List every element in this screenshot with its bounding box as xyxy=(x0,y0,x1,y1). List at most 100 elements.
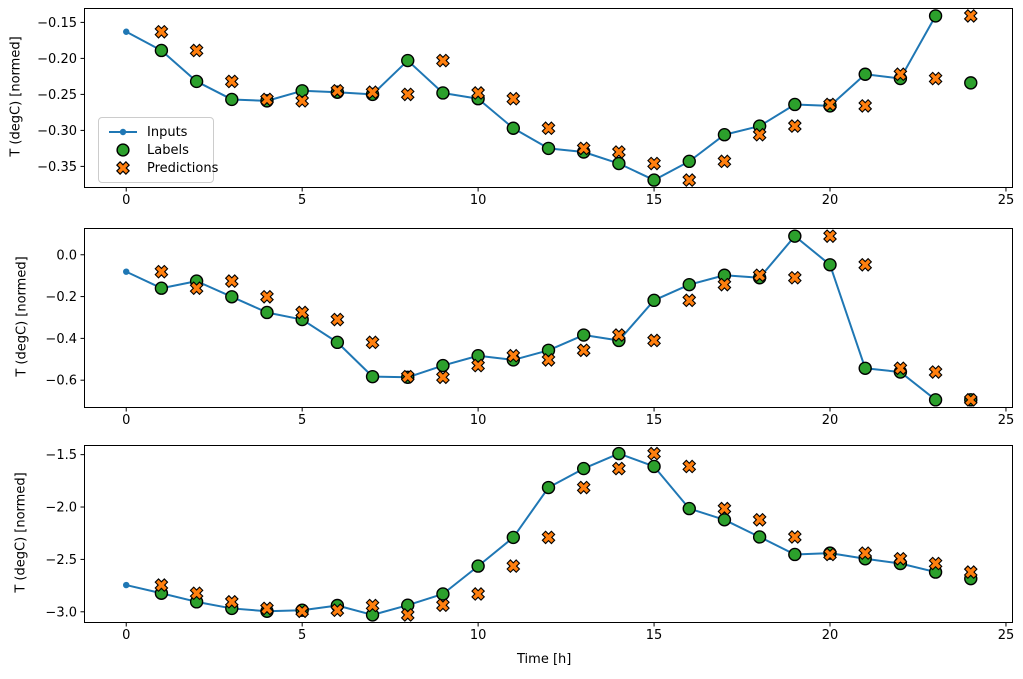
subplot-1-labels-point xyxy=(506,121,521,135)
subplot-2-labels-point xyxy=(365,369,380,384)
subplot-1-labels-point xyxy=(541,141,556,156)
y-tick-label: −0.15 xyxy=(37,16,77,31)
x-tick-label: 0 xyxy=(122,193,130,208)
y-tick-label: −0.30 xyxy=(37,124,77,139)
subplot-2-predictions-point xyxy=(858,257,873,272)
subplot-2-labels-point xyxy=(576,328,591,342)
x-tick-label: 15 xyxy=(646,193,663,208)
subplot-1-predictions-point xyxy=(787,119,802,134)
subplot-1-predictions-point xyxy=(260,92,274,107)
subplot-3-axes-border xyxy=(84,445,1013,623)
subplot-1-inputs-point xyxy=(123,28,130,35)
subplot-3-labels-point xyxy=(647,459,661,474)
subplot-3-plot-area xyxy=(123,446,978,622)
subplot-2-labels-point xyxy=(154,281,169,295)
subplot-2-predictions-point xyxy=(682,293,697,308)
subplot-2-predictions-point xyxy=(611,328,626,342)
subplot-3-predictions-point xyxy=(823,547,837,562)
subplot-1-labels-point xyxy=(928,9,943,23)
subplot-3-labels-point xyxy=(682,501,696,516)
subplot-1-predictions-point xyxy=(541,121,556,136)
subplot-1-predictions-point xyxy=(893,67,908,82)
subplot-1-labels-point xyxy=(788,97,802,112)
subplot-3-labels-point xyxy=(788,547,802,562)
subplot-3-predictions-point xyxy=(260,601,274,616)
subplot-3-labels-point xyxy=(541,480,556,495)
x-tick-label: 5 xyxy=(298,193,306,208)
subplot-3-predictions-point xyxy=(365,598,380,613)
x-tick-label: 20 xyxy=(822,193,839,208)
subplot-1-labels-point xyxy=(436,86,450,100)
y-tick-label: −3.0 xyxy=(45,605,77,620)
subplot-2-labels-point xyxy=(260,305,274,320)
subplot-1-predictions-point xyxy=(330,83,345,98)
subplot-3-predictions-point xyxy=(224,594,239,609)
subplot-3-predictions-point xyxy=(400,608,415,622)
subplot-3-predictions-point xyxy=(682,459,697,474)
subplot-2-labels-point xyxy=(823,258,837,272)
subplot-1-predictions-point xyxy=(189,43,204,58)
subplot-1-inputs-line xyxy=(125,14,937,182)
subplot-2-predictions-point xyxy=(717,277,732,292)
subplot-3-predictions-point xyxy=(330,603,345,618)
x-tick-label: 25 xyxy=(998,628,1015,643)
y-tick-label: −0.25 xyxy=(37,88,77,103)
subplot-3-predictions-point xyxy=(752,512,767,527)
y-axis-label-subplot-3: T (degC) [normed] xyxy=(13,472,29,593)
x-tick-label: 10 xyxy=(470,193,487,208)
subplot-1-predictions-point xyxy=(858,98,873,113)
subplot-1-labels-point xyxy=(154,43,169,58)
inputs-line-dot-icon xyxy=(109,128,137,136)
subplot-3-predictions-point xyxy=(787,530,802,544)
subplot-2-inputs-line xyxy=(125,235,937,401)
subplot-1-plot-area xyxy=(123,8,978,188)
subplot-2-predictions-point xyxy=(963,392,978,407)
subplot-3-predictions-point xyxy=(963,565,978,580)
subplot-2-predictions-point xyxy=(154,264,169,279)
subplot-2-predictions-point xyxy=(928,365,943,379)
x-tick-label: 20 xyxy=(822,413,839,428)
subplot-1-labels-point xyxy=(964,76,978,90)
subplot-3-predictions-point xyxy=(576,480,591,495)
subplot-1-predictions-point xyxy=(611,145,626,159)
x-tick-label: 25 xyxy=(998,413,1015,428)
subplot-3-predictions-point xyxy=(189,586,204,601)
y-tick-label: −0.6 xyxy=(45,374,77,389)
subplot-2-predictions-point xyxy=(260,289,274,304)
subplot-3-predictions-point xyxy=(611,461,626,476)
subplot-1-labels-point xyxy=(717,128,732,142)
subplot-2-labels-point xyxy=(858,361,872,375)
subplot-1-labels-point xyxy=(401,53,415,68)
subplot-2-axes-border xyxy=(84,228,1013,408)
subplot-2-labels-point xyxy=(225,290,239,304)
y-tick-label: −1.5 xyxy=(45,448,77,463)
subplot-3-labels-point xyxy=(752,530,767,544)
predictions-x-icon xyxy=(116,161,130,175)
subplot-3-predictions-point xyxy=(541,530,556,545)
subplot-1-predictions-point xyxy=(436,53,450,68)
subplot-1-labels-point xyxy=(858,67,872,81)
legend-entry-inputs: Inputs xyxy=(106,123,205,141)
y-tick-label: 0.0 xyxy=(56,248,77,263)
subplot-2-predictions-point xyxy=(752,268,767,283)
subplot-2-predictions-point xyxy=(506,348,521,363)
subplot-3-inputs-point xyxy=(123,581,130,589)
subplot-2-labels-point xyxy=(647,293,661,308)
subplot-1-predictions-point xyxy=(365,85,380,100)
subplot-1-predictions-point xyxy=(154,24,169,39)
subplot-2-predictions-point xyxy=(647,333,661,348)
x-tick-label: 25 xyxy=(998,193,1015,208)
subplot-1-predictions-point xyxy=(963,8,978,23)
subplot-1-axes-border xyxy=(84,8,1013,188)
subplot-2-predictions-point xyxy=(295,305,310,320)
subplot-1-predictions-point xyxy=(295,93,310,108)
y-tick-label: −0.20 xyxy=(37,52,77,67)
subplot-1-labels-point xyxy=(295,84,309,98)
x-tick-label: 5 xyxy=(298,413,306,428)
x-tick-label: 10 xyxy=(470,628,487,643)
subplot-3-predictions-point xyxy=(647,446,661,461)
subplot-3-labels-point xyxy=(612,446,626,461)
subplot-2-predictions-point xyxy=(787,270,802,285)
